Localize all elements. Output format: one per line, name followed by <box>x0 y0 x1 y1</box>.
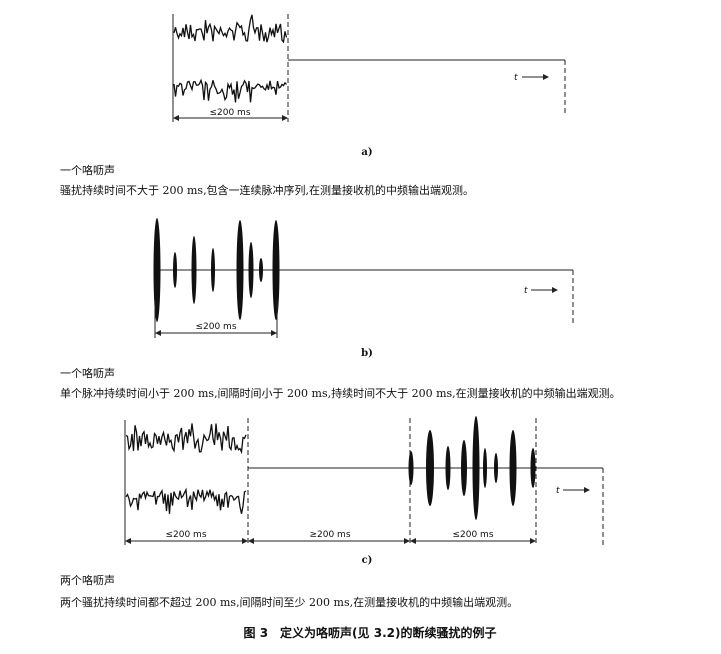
sublabel: a) <box>361 147 372 158</box>
waveform-upper <box>173 14 288 44</box>
pulse-bursts <box>153 218 280 322</box>
pulse-burst <box>173 252 177 288</box>
pulse-burst <box>248 242 254 298</box>
panel-a-title: 一个咯呖声 <box>60 163 115 177</box>
panel-c: t ≤200 ms ≥200 ms ≤200 ms c) <box>124 416 604 566</box>
pulse-burst <box>472 416 480 520</box>
panel-b-title: 一个咯呖声 <box>60 366 115 380</box>
panel-c-description: 两个骚扰持续时间都不超过 200 ms,间隔时间至少 200 ms,在测量接收机… <box>60 595 518 609</box>
pulse-burst <box>530 448 536 488</box>
dimension-label-2: ≥200 ms <box>309 530 350 540</box>
pulse-burst <box>509 430 517 506</box>
pulse-burst <box>259 258 263 282</box>
pulse-bursts <box>408 416 536 520</box>
pulse-burst <box>461 440 467 496</box>
dimension-label: ≤200 ms <box>195 322 236 332</box>
time-label: t <box>556 486 560 496</box>
pulse-burst <box>236 220 244 320</box>
pulse-burst <box>494 453 498 483</box>
dimension-label-1: ≤200 ms <box>165 530 206 540</box>
panel-b-description: 单个脉冲持续时间小于 200 ms,间隔时间小于 200 ms,持续时间不大于 … <box>60 386 621 400</box>
time-label: t <box>524 286 528 296</box>
pulse-burst <box>445 446 451 490</box>
waveform-upper <box>125 423 247 455</box>
panel-a-description: 骚扰持续时间不大于 200 ms,包含一连续脉冲序列,在测量接收机的中频输出端观… <box>60 183 474 197</box>
panel-c-title: 两个咯呖声 <box>60 573 115 587</box>
waveform-lower <box>173 78 287 103</box>
pulse-burst <box>153 218 161 322</box>
dimension-label: ≤200 ms <box>209 108 250 118</box>
panel-b: t ≤200 ms b) <box>153 218 574 359</box>
dimension-label-3: ≤200 ms <box>452 530 493 540</box>
figure-caption: 图 3 定义为咯呖声(见 3.2)的断续骚扰的例子 <box>244 625 497 640</box>
pulse-burst <box>272 220 280 320</box>
time-label: t <box>514 73 518 83</box>
pulse-burst <box>211 248 215 292</box>
waveform-lower <box>125 487 247 514</box>
pulse-burst <box>191 236 197 304</box>
sublabel: c) <box>362 555 373 566</box>
panel-a: t ≤200 ms a) <box>172 14 566 158</box>
pulse-burst <box>408 451 414 485</box>
sublabel: b) <box>361 348 373 359</box>
pulse-burst <box>483 448 487 488</box>
pulse-burst <box>426 430 434 506</box>
